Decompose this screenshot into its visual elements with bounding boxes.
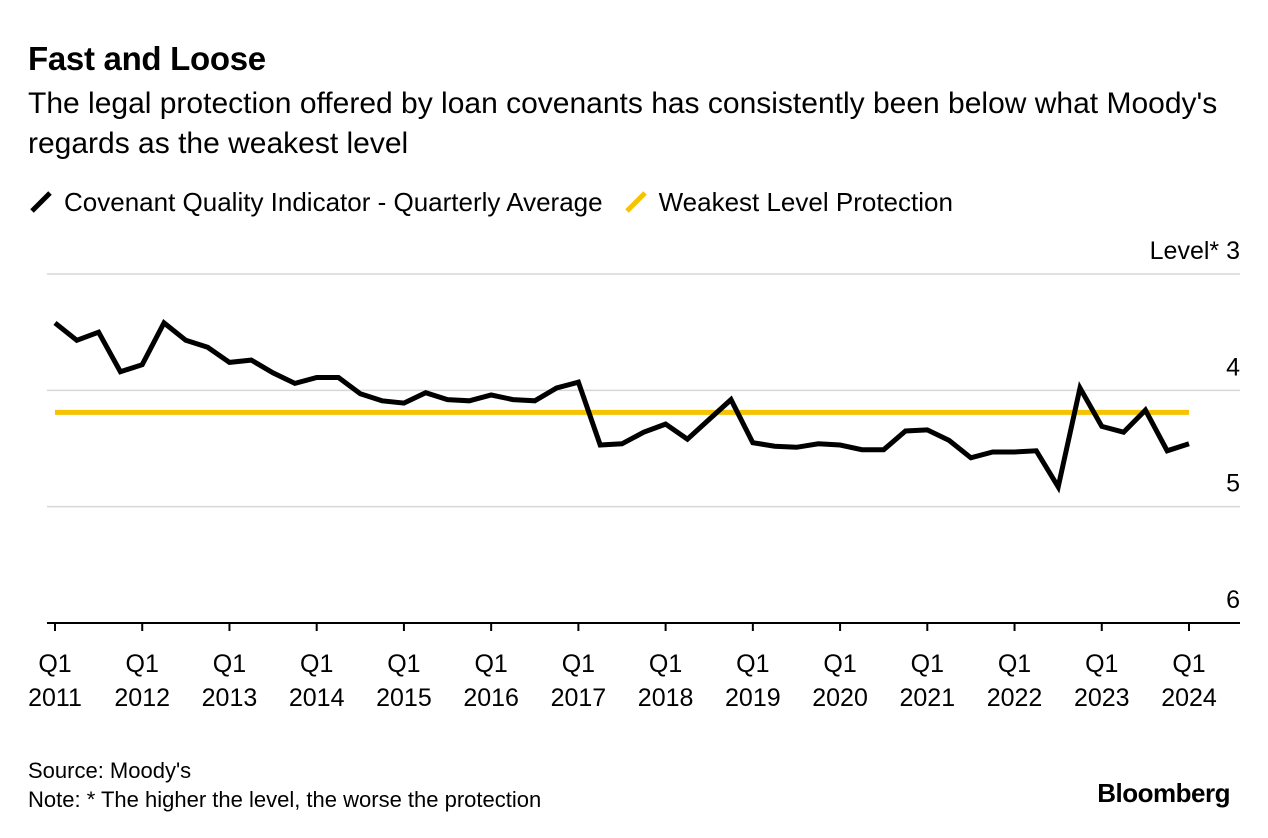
x-tick-label-year-2018: 2018 (638, 684, 694, 712)
cqi-series-line (53, 319, 1190, 494)
y-tick-label-6: 6 (1226, 586, 1240, 614)
x-tick-label-year-2015: 2015 (376, 684, 432, 712)
x-tick-label-q-2021: Q1 (911, 650, 944, 678)
chart-title: Fast and Loose (28, 40, 266, 77)
x-tick-label-q-2016: Q1 (474, 650, 507, 678)
bloomberg-logo: Bloomberg (1097, 778, 1230, 808)
line-chart: Level* 3 4 5 6 Q1 2011 Q1 2012 Q1 2013 Q1 2014 Q1 201… (28, 237, 1240, 712)
legend-item-cqi: Covenant Quality Indicator - Quarterly A… (28, 187, 603, 218)
x-tick-label-year-2022: 2022 (987, 684, 1043, 712)
x-tick-label-q-2022: Q1 (998, 650, 1031, 678)
legend-item-weakest: Weakest Level Protection (623, 187, 953, 218)
x-tick-label-q-2017: Q1 (562, 650, 595, 678)
legend-swatch-black-icon (30, 191, 52, 213)
y-tick-label-4: 4 (1226, 353, 1240, 381)
x-tick-label-year-2020: 2020 (812, 684, 868, 712)
x-tick-label-year-2016: 2016 (463, 684, 519, 712)
x-tick-label-year-2011: 2011 (28, 684, 82, 712)
x-tick-label-q-2012: Q1 (126, 650, 159, 678)
x-tick-label-year-2014: 2014 (289, 684, 345, 712)
x-tick-label-q-2011: Q1 (38, 650, 71, 678)
y-tick-label-3: Level* 3 (1150, 237, 1240, 265)
x-tick-label-year-2013: 2013 (202, 684, 258, 712)
footer: Source: Moody's Note: * The higher the l… (28, 756, 541, 814)
legend-label-weakest: Weakest Level Protection (658, 186, 953, 217)
x-tick-label-q-2019: Q1 (736, 650, 769, 678)
x-tick-label-q-2024: Q1 (1172, 650, 1205, 678)
y-tick-label-5: 5 (1226, 470, 1240, 498)
x-tick-label-q-2018: Q1 (649, 650, 682, 678)
x-tick-label-year-2017: 2017 (551, 684, 607, 712)
footnote: Note: * The higher the level, the worse … (28, 787, 542, 812)
x-tick-label-q-2023: Q1 (1085, 650, 1118, 678)
x-tick-label-year-2012: 2012 (114, 684, 170, 712)
legend: Covenant Quality Indicator - Quarterly A… (28, 184, 973, 220)
x-tick-label-year-2019: 2019 (725, 684, 781, 712)
x-tick-label-year-2021: 2021 (899, 684, 955, 712)
x-tick-label-q-2015: Q1 (387, 650, 420, 678)
x-tick-label-q-2013: Q1 (213, 650, 246, 678)
x-tick-label-year-2024: 2024 (1161, 684, 1217, 712)
x-tick-label-q-2014: Q1 (300, 650, 333, 678)
legend-label-cqi: Covenant Quality Indicator - Quarterly A… (64, 186, 603, 217)
x-tick-label-q-2020: Q1 (823, 650, 856, 678)
source-note: Source: Moody's (28, 758, 192, 783)
x-tick-label-year-2023: 2023 (1074, 684, 1130, 712)
legend-swatch-yellow-icon (624, 191, 647, 213)
chart-subtitle: The legal protection offered by loan cov… (28, 87, 1218, 160)
